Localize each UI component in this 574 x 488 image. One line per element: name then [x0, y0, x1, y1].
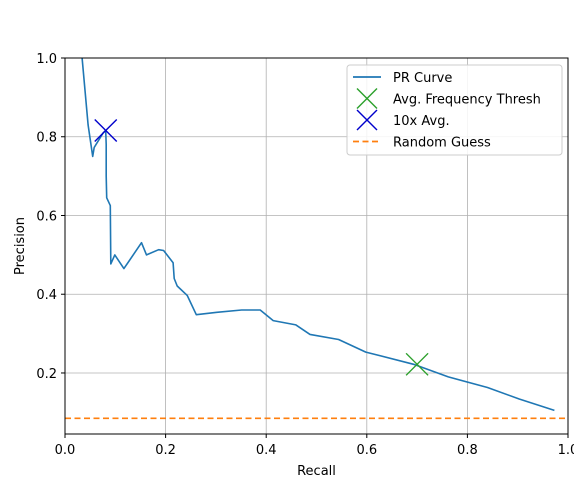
avg-frequency-thresh-marker [405, 352, 429, 376]
x-tick-label: 0.8 [457, 443, 478, 458]
x-tick-label: 0.4 [256, 443, 277, 458]
y-tick-label: 1.0 [36, 52, 57, 67]
y-tick-label: 0.4 [36, 288, 57, 303]
x-tick-label: 0.6 [356, 443, 377, 458]
legend-label-avg-frequency-thresh: Avg. Frequency Thresh [393, 93, 541, 108]
legend-swatch-avg-frequency-thresh [356, 88, 378, 109]
y-tick-label: 0.6 [36, 209, 57, 224]
x-tick-label: 0.0 [55, 443, 76, 458]
y-axis-label: Precision [13, 217, 28, 275]
y-tick-label: 0.2 [36, 367, 57, 382]
x-tick-label: 1.0 [558, 443, 574, 458]
legend-box [346, 64, 563, 156]
pr-curve-line [81, 57, 555, 412]
x-tick-label: 0.2 [155, 443, 176, 458]
y-tick-label: 0.8 [36, 131, 57, 146]
legend-label-10x-avg: 10x Avg. [393, 114, 450, 129]
legend-label-pr-curve: PR Curve [393, 71, 452, 86]
legend-label-random-guess: Random Guess [393, 136, 491, 151]
plot-frame [64, 57, 569, 435]
axis-ticks: 0.0 0.2 0.4 0.6 0.8 1.0 0.2 0.4 0.6 0.8 1.0 [36, 52, 574, 458]
legend-swatch-10x-avg [356, 109, 378, 131]
plot-series [65, 57, 568, 420]
10x-avg-marker [94, 118, 118, 142]
x-axis-label: Recall [297, 464, 336, 479]
legend: PR Curve Avg. Frequency Thresh 10x Avg. Ran… [346, 64, 563, 156]
